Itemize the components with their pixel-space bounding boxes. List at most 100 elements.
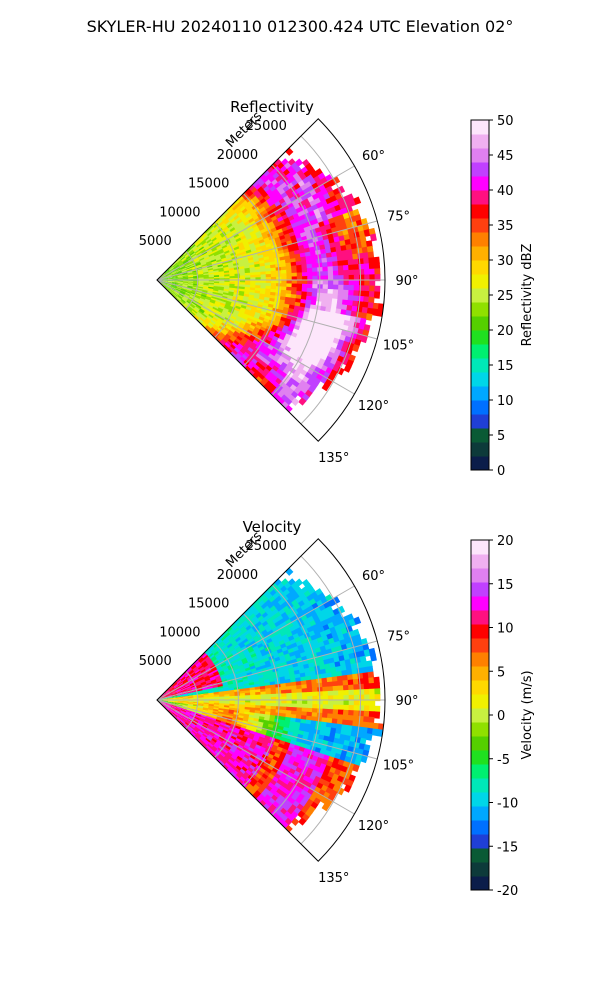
azimuth-spoke	[156, 640, 378, 701]
field-cell	[182, 702, 189, 704]
field-cell	[217, 291, 224, 295]
field-cell	[264, 685, 272, 690]
azimuth-spoke	[156, 585, 355, 701]
field-cell	[180, 290, 186, 294]
field-cell	[200, 735, 206, 742]
field-cell	[172, 262, 178, 267]
field-cell	[213, 696, 220, 699]
field-cell	[201, 305, 207, 311]
field-cell	[227, 758, 234, 765]
field-cell	[204, 655, 211, 662]
field-cell	[369, 268, 376, 276]
field-cell	[240, 248, 247, 254]
field-cell	[202, 690, 209, 693]
field-cell	[249, 665, 257, 671]
field-cell	[270, 687, 277, 692]
field-cell	[265, 282, 272, 287]
field-cell	[195, 304, 202, 309]
field-cell	[194, 660, 201, 666]
field-cell	[177, 295, 183, 301]
field-cell	[192, 309, 198, 315]
field-cell	[256, 233, 264, 239]
field-cell	[250, 280, 257, 284]
field-cell	[366, 727, 374, 736]
field-cell	[285, 682, 292, 688]
field-cell	[311, 292, 318, 298]
field-cell	[343, 280, 350, 287]
field-cell	[167, 697, 173, 699]
field-cell	[167, 698, 174, 700]
field-cell	[193, 718, 200, 723]
field-cell	[207, 688, 214, 691]
field-cell	[228, 319, 235, 325]
field-cell	[258, 225, 266, 232]
field-cell	[221, 232, 228, 239]
field-cell	[200, 659, 206, 665]
field-cell	[227, 309, 235, 315]
field-cell	[209, 662, 216, 668]
colorbar-tick-label: -5	[497, 753, 510, 768]
field-cell	[236, 746, 243, 753]
field-cell	[327, 681, 334, 688]
field-cell	[166, 283, 173, 286]
field-cell	[336, 367, 345, 376]
field-cell	[231, 744, 239, 750]
field-cell	[180, 687, 187, 691]
field-cell	[209, 311, 216, 316]
field-cell	[209, 748, 216, 755]
field-cell	[374, 268, 381, 276]
field-cell	[189, 732, 196, 738]
field-cell	[181, 690, 188, 693]
field-cell	[216, 717, 223, 722]
field-cell	[176, 706, 183, 709]
field-cell	[233, 233, 240, 239]
field-cell	[226, 347, 233, 355]
field-cell	[207, 709, 214, 713]
field-cell	[167, 701, 173, 704]
field-cell	[239, 275, 246, 279]
field-cell	[203, 654, 209, 660]
field-cell	[301, 283, 308, 289]
field-cell	[234, 275, 241, 279]
field-cell	[193, 659, 199, 665]
field-cell	[208, 252, 215, 258]
field-cell	[280, 266, 287, 271]
field-cell	[273, 221, 281, 228]
field-cell	[227, 664, 234, 669]
field-cell	[184, 262, 190, 267]
field-cell	[348, 280, 355, 287]
field-cell	[238, 311, 245, 317]
field-cell	[202, 709, 209, 713]
field-cell	[244, 244, 251, 250]
field-cell	[225, 253, 232, 258]
field-cell	[211, 220, 218, 227]
field-cell	[237, 650, 245, 656]
colorbar-segment	[471, 358, 489, 373]
field-cell	[185, 685, 192, 689]
field-cell	[206, 293, 213, 297]
field-cell	[311, 678, 318, 685]
field-cell	[197, 673, 204, 678]
field-cell	[189, 312, 196, 318]
field-cell	[196, 662, 202, 668]
field-cell	[164, 269, 170, 274]
field-cell	[230, 639, 238, 646]
azimuth-tick-label: 60°	[362, 569, 385, 584]
field-cell	[213, 250, 220, 256]
field-cell	[341, 299, 349, 307]
field-cell	[221, 664, 228, 670]
field-cell	[231, 341, 239, 349]
field-cell	[187, 285, 194, 288]
field-cell	[181, 288, 187, 292]
field-cell	[274, 578, 283, 587]
field-cell	[252, 645, 260, 652]
field-cell	[176, 287, 182, 291]
field-cell	[374, 688, 381, 696]
field-cell	[343, 704, 350, 712]
field-cell	[371, 728, 379, 737]
field-cell	[208, 644, 215, 651]
field-cell	[193, 308, 199, 314]
field-cell	[212, 683, 219, 687]
field-cell	[250, 652, 258, 659]
colorbar-tick-label: 20	[497, 534, 514, 549]
